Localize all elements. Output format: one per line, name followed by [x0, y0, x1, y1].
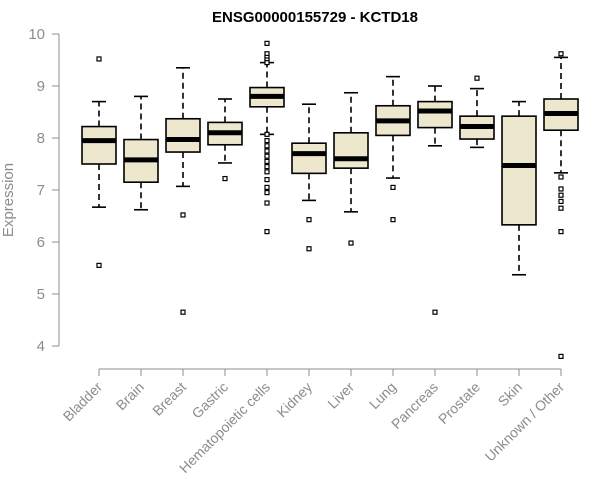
outlier-point — [558, 174, 564, 180]
x-tick-label: Brain — [113, 379, 147, 413]
outlier-point — [264, 138, 270, 144]
outlier-point — [96, 56, 102, 62]
y-tick-label: 8 — [37, 130, 45, 147]
box-gastric — [207, 98, 243, 182]
x-tick-label: Unknown / Other — [482, 379, 568, 465]
box-series — [81, 40, 579, 359]
outlier-point — [264, 229, 270, 235]
x-tick-label: Skin — [495, 379, 526, 410]
box-body — [165, 117, 201, 153]
box-hematopoietic-cells — [249, 40, 285, 235]
outlier-point — [348, 240, 354, 246]
outlier-point — [264, 184, 270, 190]
outlier-point — [432, 309, 438, 315]
outlier-point — [306, 217, 312, 223]
y-tick-label: 6 — [37, 234, 45, 251]
chart-title: ENSG00000155729 - KCTD18 — [212, 9, 418, 26]
box-body — [501, 115, 537, 226]
outlier-point — [264, 59, 270, 66]
y-tick-label: 4 — [37, 338, 45, 355]
outlier-point — [390, 184, 396, 190]
outlier-point — [180, 309, 186, 315]
y-tick-label: 10 — [28, 26, 45, 43]
y-tick-label: 7 — [37, 182, 45, 199]
x-tick-label: Bladder — [60, 379, 106, 425]
x-tick-label: Kidney — [274, 379, 316, 421]
outlier-point — [180, 212, 186, 218]
x-tick-label: Lung — [366, 379, 399, 412]
box-breast — [165, 67, 201, 315]
outlier-point — [264, 158, 270, 164]
outlier-point — [264, 200, 270, 206]
outlier-point — [264, 190, 270, 196]
box-skin — [501, 100, 537, 276]
outlier-point — [390, 217, 396, 223]
box-brain — [123, 95, 159, 211]
box-prostate — [459, 75, 495, 149]
outlier-point — [474, 75, 480, 81]
y-tick-label: 9 — [37, 78, 45, 95]
box-pancreas — [417, 85, 453, 315]
box-lung — [375, 75, 411, 223]
x-tick-label: Pancreas — [388, 379, 441, 432]
outlier-point — [264, 148, 270, 154]
box-body — [417, 100, 453, 129]
y-axis-label: Expression — [0, 163, 17, 237]
outlier-point — [264, 169, 270, 175]
outlier-point — [558, 186, 564, 192]
x-tick-label: Prostate — [435, 379, 483, 427]
y-tick-label: 5 — [37, 286, 45, 303]
outlier-point — [558, 192, 564, 198]
box-body — [291, 142, 327, 175]
box-bladder — [81, 56, 117, 268]
outlier-point — [558, 229, 564, 235]
outlier-point — [222, 175, 228, 182]
box-kidney — [291, 103, 327, 252]
x-tick-label: Breast — [149, 379, 189, 419]
box-unknown-other — [543, 51, 579, 359]
outlier-point — [96, 262, 102, 268]
outlier-point — [306, 246, 312, 252]
outlier-point — [264, 153, 270, 159]
box-liver — [333, 91, 369, 246]
outlier-point — [264, 177, 270, 183]
box-body — [333, 132, 369, 169]
outlier-point — [264, 143, 270, 149]
y-axis: 4 5 6 7 8 9 10 — [28, 26, 60, 355]
outlier-point — [558, 353, 564, 359]
outlier-point — [558, 51, 564, 57]
outlier-point — [558, 205, 564, 211]
x-tick-label: Liver — [324, 379, 357, 412]
outlier-point — [558, 198, 564, 205]
box-body — [81, 125, 117, 165]
outlier-point — [264, 40, 270, 46]
outlier-point — [264, 131, 270, 137]
outlier-point — [264, 164, 270, 170]
